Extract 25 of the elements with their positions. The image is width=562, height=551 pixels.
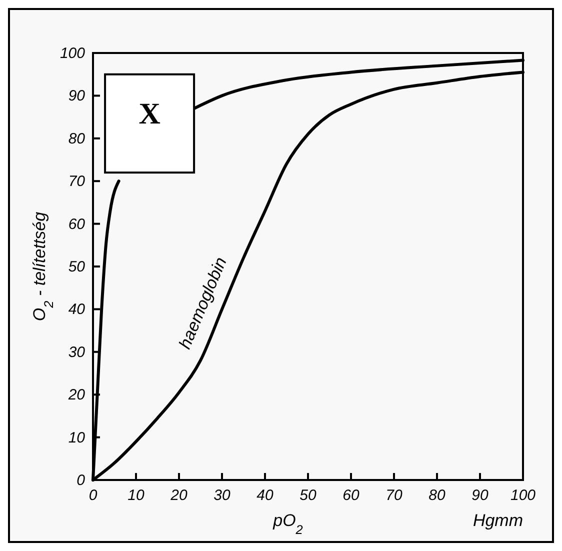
x-tick-label: 10: [128, 487, 145, 504]
x-tick-label: 80: [428, 487, 446, 504]
x-tick-label: 70: [386, 487, 403, 504]
y-tick-label: 80: [68, 130, 86, 148]
y-tick-label: 50: [68, 258, 86, 276]
x-tick-label: 60: [342, 487, 360, 504]
x-tick-label: 90: [472, 487, 489, 504]
y-tick-label: 60: [68, 216, 86, 233]
y-tick-label: 0: [76, 472, 86, 489]
x-tick-label: 0: [88, 487, 98, 504]
x-tick-label: 30: [214, 487, 231, 504]
y-tick-label: 10: [68, 429, 86, 446]
text: Hgmm: [472, 511, 523, 530]
x-axis-title: pO$_{2}$: [272, 511, 303, 536]
y-tick-label: 30: [68, 344, 86, 361]
y-tick-label: 90: [68, 88, 86, 105]
y-tick-label: 40: [68, 301, 86, 318]
x-tick-label: 50: [300, 487, 317, 504]
x-tick-label: 40: [256, 487, 274, 504]
y-tick-label: 100: [60, 45, 86, 62]
x-tick-label: 20: [170, 487, 188, 504]
x-tick-label: 100: [510, 487, 536, 504]
y-tick-label: 70: [68, 173, 86, 190]
annotation: X: [138, 97, 161, 130]
y-tick-label: 20: [67, 386, 86, 404]
